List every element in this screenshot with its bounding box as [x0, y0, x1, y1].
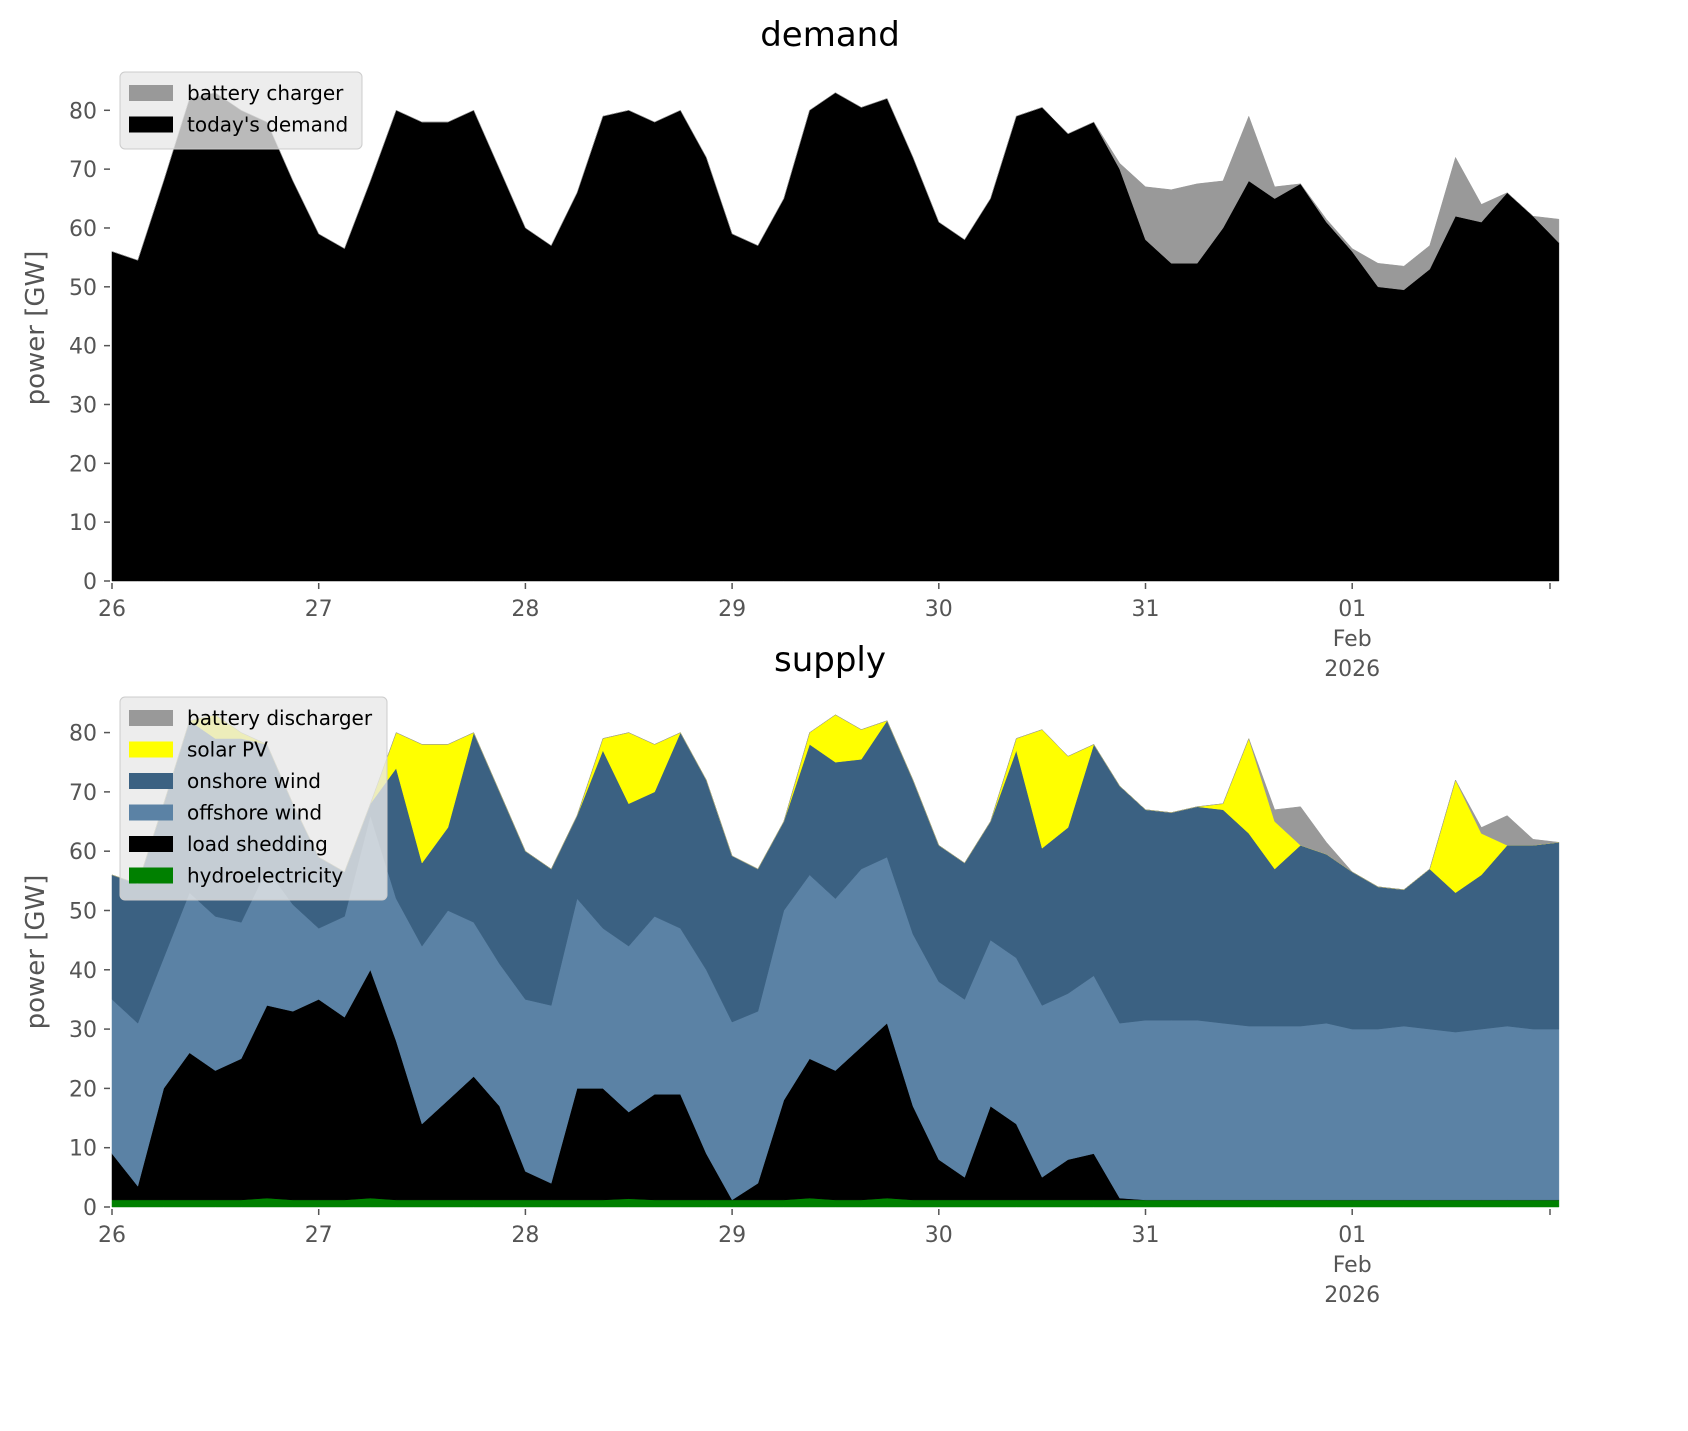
legend-label: offshore wind — [187, 801, 322, 825]
y-tick-label: 70 — [69, 158, 97, 183]
x-tick-label: 26 — [98, 597, 126, 622]
legend-label: battery discharger — [187, 706, 373, 730]
y-tick-label: 0 — [83, 570, 97, 595]
chart-title: demand — [760, 15, 900, 55]
y-tick-label: 60 — [69, 217, 97, 242]
x-tick-label: 26 — [98, 1223, 126, 1248]
y-tick-label: 50 — [69, 899, 97, 924]
x-tick-label: 01 — [1338, 597, 1366, 622]
x-tick-label: 31 — [1132, 597, 1160, 622]
y-tick-label: 30 — [69, 1018, 97, 1043]
y-tick-label: 10 — [69, 511, 97, 536]
legend-swatch-battery-charger — [129, 85, 173, 101]
y-tick-label: 10 — [69, 1137, 97, 1162]
legend: battery discharger solar PV onshore wind of… — [119, 696, 388, 901]
legend-box — [119, 696, 388, 901]
x-tick-label: 28 — [511, 597, 539, 622]
x-tick-label: 27 — [305, 597, 333, 622]
x-tick-label: 2026 — [1324, 1283, 1380, 1308]
legend-swatch-battery-discharger — [129, 710, 173, 726]
y-tick-label: 30 — [69, 393, 97, 418]
legend-label: solar PV — [187, 738, 268, 762]
y-tick-label: 80 — [69, 722, 97, 747]
chart-title: supply — [774, 640, 886, 680]
legend-label: load shedding — [187, 832, 328, 856]
legend-label: today's demand — [187, 113, 348, 137]
y-axis-label: power [GW] — [21, 251, 51, 406]
y-tick-label: 50 — [69, 276, 97, 301]
x-tick-label: 2026 — [1324, 657, 1380, 682]
legend-swatch-hydroelectricity — [129, 867, 173, 884]
y-tick-label: 20 — [69, 1077, 97, 1102]
area-battery-discharger — [111, 714, 1559, 890]
x-tick-label: 30 — [925, 1223, 953, 1248]
legend-swatch-today-s-demand — [129, 116, 173, 133]
legend-swatch-load-shedding — [129, 836, 173, 852]
legend-label: onshore wind — [187, 769, 321, 793]
area-today-s-demand — [111, 92, 1560, 582]
x-tick-label: 27 — [305, 1223, 333, 1248]
x-tick-label: 28 — [511, 1223, 539, 1248]
legend-swatch-solar-pv — [129, 741, 173, 758]
y-axis-label: power [GW] — [21, 875, 51, 1030]
x-tick-label: 29 — [718, 1223, 746, 1248]
legend-swatch-offshore-wind — [129, 804, 173, 821]
x-tick-label: 31 — [1132, 1223, 1160, 1248]
x-tick-label: 29 — [718, 597, 746, 622]
x-tick-label: Feb — [1333, 1253, 1372, 1278]
y-tick-label: 60 — [69, 840, 97, 865]
legend-swatch-onshore-wind — [129, 773, 173, 789]
y-tick-label: 40 — [69, 959, 97, 984]
x-tick-label: Feb — [1333, 627, 1372, 652]
x-tick-label: 01 — [1338, 1223, 1366, 1248]
legend-label: hydroelectricity — [187, 864, 343, 888]
y-tick-label: 70 — [69, 781, 97, 806]
legend: battery charger today's demand — [119, 71, 363, 150]
y-tick-label: 0 — [83, 1196, 97, 1221]
legend-label: battery charger — [187, 81, 344, 105]
y-tick-label: 20 — [69, 452, 97, 477]
legend-box — [119, 71, 363, 150]
y-tick-label: 80 — [69, 99, 97, 124]
y-tick-label: 40 — [69, 335, 97, 360]
x-tick-label: 30 — [925, 597, 953, 622]
area-battery-charger — [111, 92, 1560, 291]
